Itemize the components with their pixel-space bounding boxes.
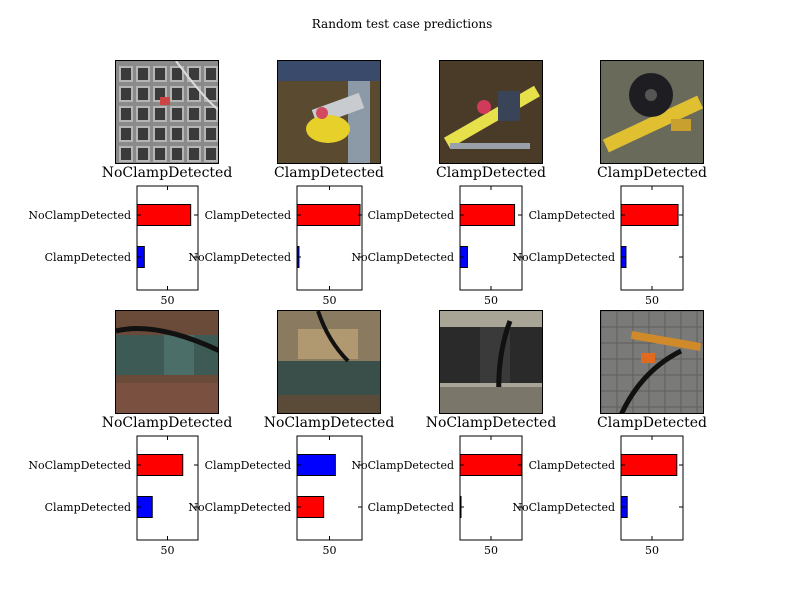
- sample-image: [115, 60, 219, 164]
- category-label: NoClampDetected: [28, 459, 131, 472]
- sample-image: [115, 310, 219, 414]
- x-tick-label: 50: [161, 294, 175, 307]
- image-label: NoClampDetected: [264, 415, 395, 431]
- sample-image: [277, 310, 381, 414]
- sample-image-drawing: [278, 61, 380, 163]
- x-tick-label: 50: [484, 294, 498, 307]
- x-tick-label: 50: [323, 294, 337, 307]
- bar-chart-frame: [459, 435, 523, 541]
- x-tick-label: 50: [323, 544, 337, 557]
- image-label: ClampDetected: [597, 415, 707, 431]
- bar-ClampDetected: [620, 204, 679, 226]
- category-label: NoClampDetected: [351, 459, 454, 472]
- bar-chart-frame: [136, 185, 199, 291]
- sample-image: [439, 310, 543, 414]
- bar-chart-frame: [136, 435, 199, 541]
- sample-image-drawing: [601, 311, 703, 413]
- bar-chart-frame: [296, 185, 363, 291]
- x-tick-label: 50: [161, 544, 175, 557]
- bar-NoClampDetected: [136, 204, 192, 226]
- bar-chart-frame: [620, 185, 684, 291]
- sample-image: [600, 310, 704, 414]
- panels-group: NoClampDetected NoClampDetected ClampDetec…: [28, 165, 707, 557]
- category-label: NoClampDetected: [512, 251, 615, 264]
- sample-image-drawing: [601, 61, 703, 163]
- bar-ClampDetected: [620, 454, 678, 476]
- figure-title: Random test case predictions: [312, 17, 493, 31]
- category-label: ClampDetected: [45, 251, 131, 264]
- bar-ClampDetected: [459, 204, 516, 226]
- category-label: NoClampDetected: [188, 251, 291, 264]
- x-tick-label: 50: [484, 544, 498, 557]
- bar-chart-frame: [459, 185, 523, 291]
- image-label: NoClampDetected: [102, 415, 233, 431]
- bar-chart-frame: [620, 435, 684, 541]
- category-label: ClampDetected: [205, 459, 291, 472]
- category-label: NoClampDetected: [512, 501, 615, 514]
- sample-image: [600, 60, 704, 164]
- category-label: ClampDetected: [529, 459, 615, 472]
- x-tick-label: 50: [645, 294, 659, 307]
- sample-image-drawing: [440, 311, 542, 413]
- bar-chart-frame: [296, 435, 363, 541]
- sample-image-drawing: [278, 311, 380, 413]
- image-label: NoClampDetected: [102, 165, 233, 181]
- category-label: NoClampDetected: [28, 209, 131, 222]
- bar-NoClampDetected: [136, 454, 184, 476]
- category-label: ClampDetected: [368, 501, 454, 514]
- category-label: ClampDetected: [368, 209, 454, 222]
- sample-image: [439, 60, 543, 164]
- category-label: ClampDetected: [45, 501, 131, 514]
- category-label: NoClampDetected: [188, 501, 291, 514]
- category-label: ClampDetected: [205, 209, 291, 222]
- sample-image: [277, 60, 381, 164]
- sample-image-drawing: [116, 61, 218, 163]
- sample-image-drawing: [116, 311, 218, 413]
- image-label: NoClampDetected: [426, 415, 557, 431]
- bar-NoClampDetected: [459, 454, 522, 476]
- sample-image-drawing: [440, 61, 542, 163]
- category-label: ClampDetected: [529, 209, 615, 222]
- bar-ClampDetected: [296, 454, 336, 476]
- image-label: ClampDetected: [274, 165, 384, 181]
- category-label: NoClampDetected: [351, 251, 454, 264]
- image-label: ClampDetected: [436, 165, 546, 181]
- x-tick-label: 50: [645, 544, 659, 557]
- bar-ClampDetected: [296, 204, 361, 226]
- image-label: ClampDetected: [597, 165, 707, 181]
